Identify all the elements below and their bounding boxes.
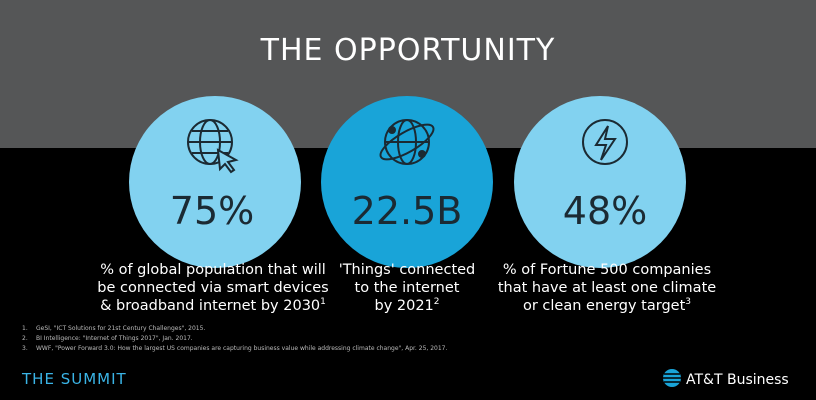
footnote-number: 1.: [22, 325, 28, 332]
stat-description: or clean energy target3: [523, 297, 691, 314]
stat-value: 48%: [563, 189, 647, 233]
footnote-marker: 3: [685, 297, 691, 307]
stat-description: to the internet: [355, 280, 460, 296]
footnote-marker: 2: [434, 297, 440, 307]
globe-cursor-icon: [187, 119, 239, 174]
stat-description-line: by 2021: [374, 298, 433, 314]
title: THE OPPORTUNITY: [260, 33, 556, 68]
stat-description-line: or clean energy target: [523, 298, 686, 314]
stat-description: & broadband internet by 20301: [100, 297, 326, 314]
footer-logo: AT&T Business: [686, 372, 789, 388]
stat-circle: [129, 96, 301, 268]
att-globe-logo: [663, 369, 681, 387]
stat-description: % of global population that will: [100, 262, 326, 278]
footnote-number: 3.: [22, 345, 28, 352]
footnote-text: WWF, "Power Forward 3.0: How the largest…: [36, 345, 447, 352]
footnote-text: BI Intelligence: "Internet of Things 201…: [36, 335, 193, 342]
stat-value: 75%: [170, 189, 254, 233]
footnote-marker: 1: [320, 297, 326, 307]
stat-description: be connected via smart devices: [97, 280, 328, 296]
stat-circle: [514, 96, 686, 268]
stat-description: by 20212: [374, 297, 439, 314]
stat-description: % of Fortune 500 companies: [503, 262, 711, 278]
stat-description: 'Things' connected: [339, 262, 476, 278]
stat-circle: [321, 96, 493, 268]
stat-description: that have at least one climate: [498, 280, 716, 296]
footnote-number: 2.: [22, 335, 28, 342]
globe-orbit-icon: [379, 119, 435, 165]
footnote-text: GeSI, "ICT Solutions for 21st Century Ch…: [36, 325, 205, 332]
energy-icon: [582, 119, 628, 165]
stat-value: 22.5B: [352, 189, 463, 233]
stat-description-line: & broadband internet by 2030: [100, 298, 320, 314]
footer-brand: THE SUMMIT: [21, 370, 127, 388]
